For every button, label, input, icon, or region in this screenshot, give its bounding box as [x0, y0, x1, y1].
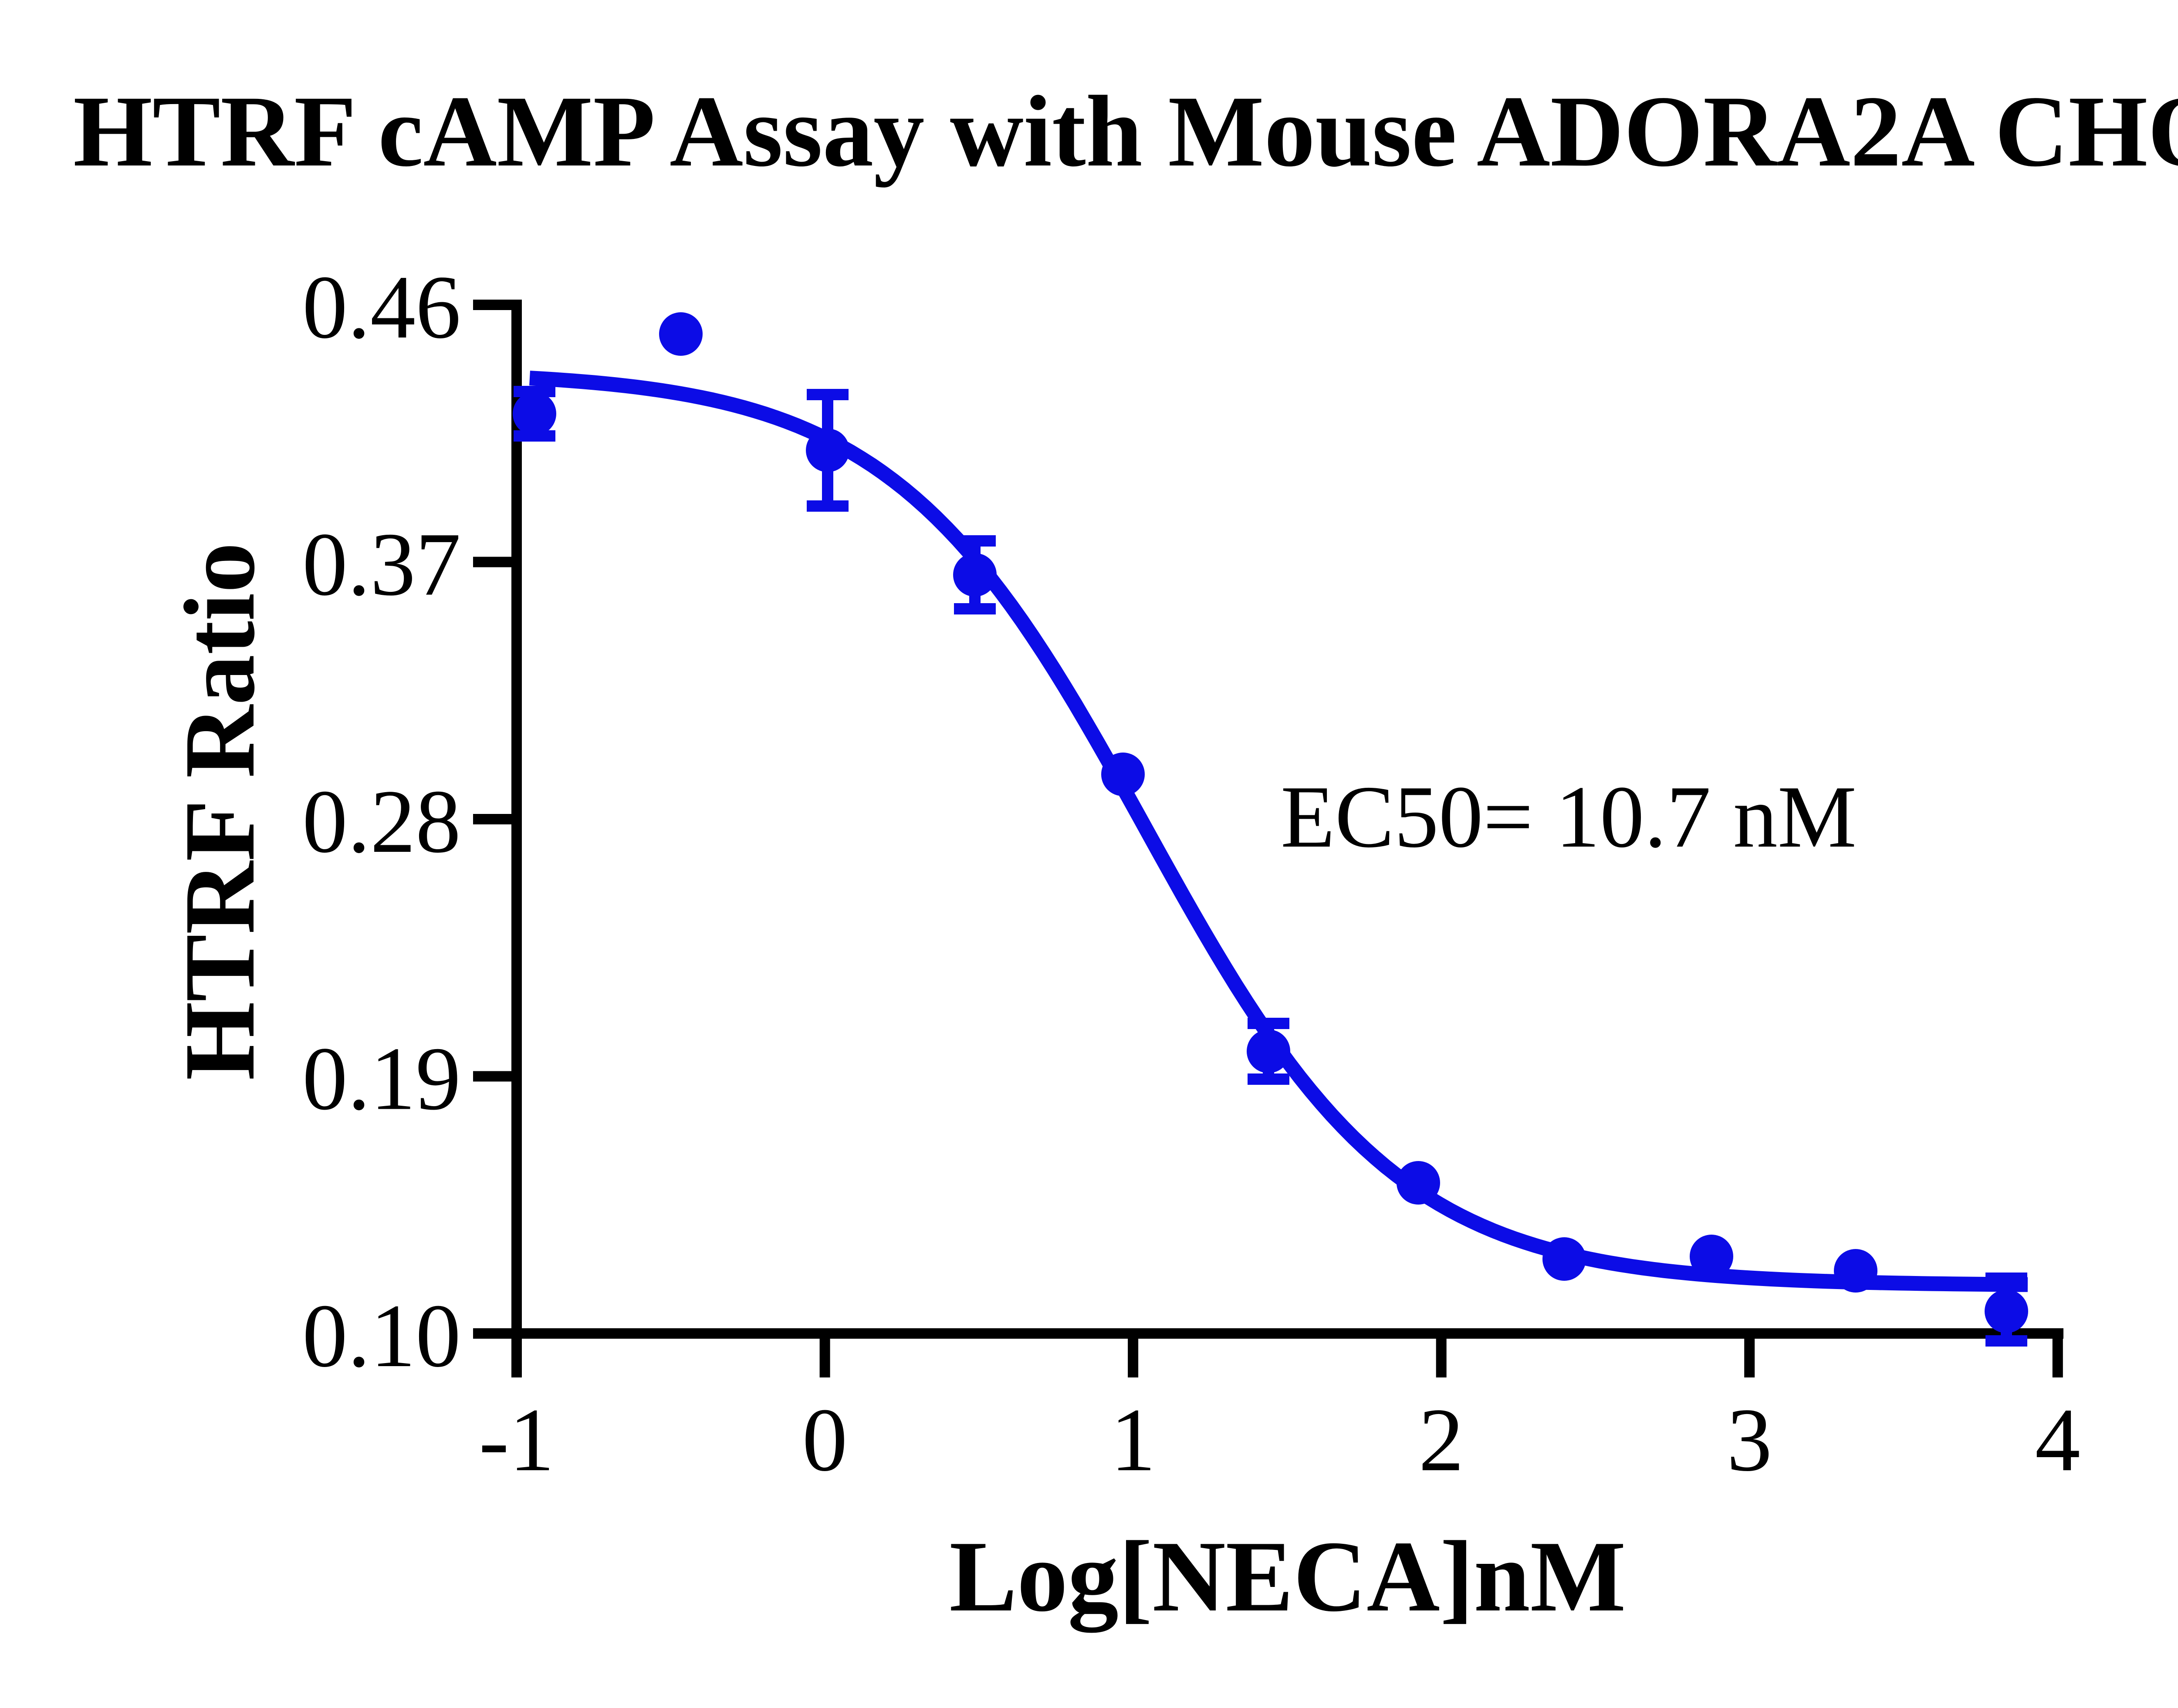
svg-text:HTRF Ratio: HTRF Ratio: [164, 542, 276, 1080]
svg-text:2: 2: [1419, 1390, 1464, 1490]
svg-text:3: 3: [1727, 1390, 1772, 1490]
svg-text:0.28: 0.28: [302, 771, 461, 871]
svg-text:Log[NECA]nM: Log[NECA]nM: [949, 1520, 1626, 1633]
svg-text:1: 1: [1110, 1390, 1156, 1490]
svg-text:0.10: 0.10: [302, 1286, 461, 1386]
svg-text:EC50= 10.7 nM: EC50= 10.7 nM: [1281, 768, 1857, 866]
svg-text:0.46: 0.46: [302, 257, 461, 357]
svg-text:0.37: 0.37: [302, 514, 461, 614]
svg-text:HTRF cAMP Assay with Mouse ADO: HTRF cAMP Assay with Mouse ADORA2A CHO(C…: [73, 62, 2178, 191]
svg-text:4: 4: [2035, 1390, 2080, 1490]
svg-text:0.19: 0.19: [302, 1029, 461, 1129]
svg-text:0: 0: [802, 1390, 848, 1490]
svg-text:-1: -1: [479, 1390, 554, 1490]
